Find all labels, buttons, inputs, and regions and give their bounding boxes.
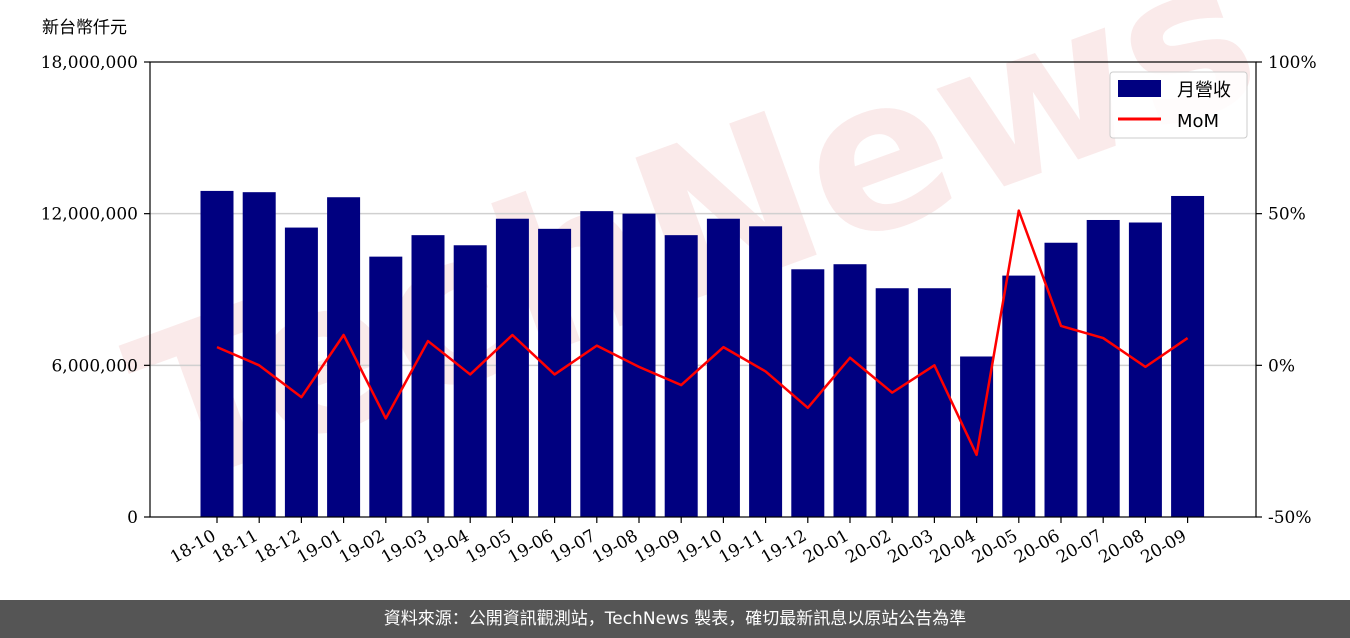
x-axis-tick-label: 19-06 [505, 526, 557, 568]
revenue-bar [833, 264, 867, 517]
x-axis-tick-label: 20-01 [800, 526, 852, 568]
x-axis-tick-label: 19-08 [589, 526, 641, 568]
x-axis-tick-label: 19-12 [758, 526, 810, 568]
mom-line-layer [216, 209, 1189, 457]
revenue-bar [960, 356, 994, 517]
revenue-bar [200, 190, 234, 517]
left-axis-unit-label: 新台幣仟元 [42, 18, 127, 38]
x-axis-tick-label: 20-09 [1138, 526, 1190, 568]
x-axis-tick-label: 19-04 [420, 526, 472, 568]
x-axis-tick-label: 19-03 [378, 526, 430, 568]
revenue-bar [284, 227, 318, 517]
legend-label-mom: MoM [1177, 111, 1219, 132]
revenue-bar [1044, 242, 1078, 517]
left-axis-tick-label: 12,000,000 [41, 205, 138, 225]
left-axis-tick-label: 6,000,000 [51, 356, 138, 376]
x-axis-tick-label: 20-07 [1053, 526, 1105, 568]
x-axis-tick-label: 18-11 [209, 526, 261, 568]
left-axis-tick-label: 18,000,000 [41, 53, 138, 73]
revenue-bar [242, 192, 276, 518]
x-axis: 18-1018-1118-1219-0119-0219-0319-0419-05… [167, 517, 1190, 568]
legend: 月營收 MoM [1109, 71, 1248, 139]
x-axis-tick-label: 19-05 [462, 526, 514, 568]
revenue-bars [200, 190, 1205, 518]
x-axis-tick-label: 19-02 [336, 526, 388, 568]
revenue-bar [580, 211, 614, 517]
legend-swatch-bar [1118, 80, 1161, 97]
legend-label-revenue: 月營收 [1177, 80, 1231, 101]
right-axis: -50% 0% 50% 100% [1256, 53, 1317, 528]
revenue-bar [622, 213, 656, 517]
revenue-bar [1128, 222, 1162, 517]
x-axis-tick-label: 19-01 [294, 526, 346, 568]
right-axis-tick-label: 50% [1268, 205, 1306, 225]
revenue-bar [453, 245, 487, 517]
revenue-bar [411, 235, 445, 517]
footer-source-bar: 資料來源：公開資訊觀測站，TechNews 製表，確切最新訊息以原站公告為準 [0, 600, 1350, 638]
x-axis-tick-label: 19-11 [716, 526, 768, 568]
revenue-bar [875, 288, 909, 517]
x-axis-tick-label: 20-05 [969, 526, 1021, 568]
right-axis-tick-label: 0% [1268, 356, 1295, 376]
revenue-bar [1171, 195, 1205, 517]
revenue-bar [1002, 275, 1036, 517]
x-axis-tick-label: 20-03 [884, 526, 936, 568]
revenue-bar [495, 218, 529, 517]
revenue-bar [706, 218, 740, 517]
x-axis-tick-label: 18-12 [251, 526, 303, 568]
x-axis-tick-label: 19-09 [631, 526, 683, 568]
chart: TechNews 新台幣仟元 06,000,00012,000,00018,00… [41, 0, 1317, 568]
revenue-bar [1086, 219, 1120, 517]
left-axis-tick-label: 0 [127, 508, 138, 528]
x-axis-tick-label: 20-04 [927, 526, 979, 568]
x-axis-tick-label: 19-10 [673, 526, 725, 568]
x-axis-tick-label: 20-06 [1011, 526, 1063, 568]
left-axis: 0 6,000,000 12,000,000 18,000,000 [41, 53, 150, 528]
revenue-bar [917, 288, 951, 517]
x-axis-tick-label: 19-07 [547, 526, 599, 568]
x-axis-tick-label: 20-08 [1095, 526, 1147, 568]
x-axis-tick-label: 20-02 [842, 526, 894, 568]
right-axis-tick-label: 100% [1268, 53, 1317, 73]
plot-frame [149, 61, 1257, 518]
mom-line [216, 209, 1189, 457]
right-axis-tick-label: -50% [1268, 508, 1312, 528]
revenue-bar [369, 256, 403, 517]
footer-source-text: 資料來源：公開資訊觀測站，TechNews 製表，確切最新訊息以原站公告為準 [383, 609, 967, 629]
